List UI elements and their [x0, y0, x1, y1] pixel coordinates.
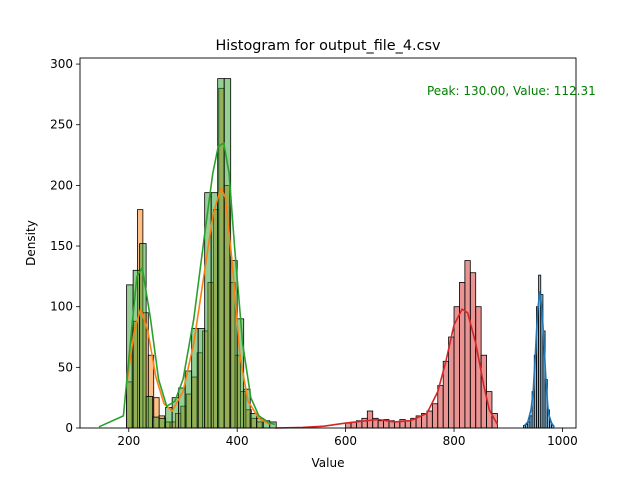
histogram-bar [158, 417, 167, 429]
kde-curves [98, 142, 555, 429]
histogram-bar [448, 336, 455, 429]
x-tick-label: 1000 [547, 434, 578, 448]
x-tick-label: 800 [443, 434, 466, 448]
histogram-bar [223, 78, 232, 429]
histogram-bar [459, 282, 466, 429]
peak-annotation: Peak: 130.00, Value: 112.31 [427, 84, 596, 98]
histogram-bar [145, 396, 154, 429]
histogram-bar [197, 328, 206, 429]
x-axis-ticks: 200 400 600 800 1000 [117, 428, 578, 448]
y-tick-label: 200 [50, 178, 73, 192]
histogram-bar [464, 260, 471, 429]
y-tick-label: 250 [50, 118, 73, 132]
histogram-bar [210, 192, 219, 429]
y-axis-label: Density [24, 220, 38, 266]
histogram-bar [132, 269, 141, 429]
y-tick-label: 150 [50, 239, 73, 253]
histogram-bar [377, 420, 384, 429]
y-tick-label: 0 [65, 421, 73, 435]
histogram-bar [249, 413, 258, 429]
x-axis-label: Value [312, 456, 345, 470]
x-tick-label: 200 [117, 434, 140, 448]
kde-curve-line [275, 308, 499, 429]
histogram-bar [437, 385, 444, 429]
kde-curve-line [125, 187, 271, 426]
x-tick-label: 600 [334, 434, 357, 448]
histogram-bar [191, 328, 199, 429]
histogram-bar [152, 416, 160, 429]
y-tick-label: 300 [50, 57, 73, 71]
histogram-bar [431, 403, 439, 429]
histogram-bar [469, 272, 477, 429]
histogram-bar [361, 417, 368, 429]
y-tick-label: 50 [58, 360, 73, 374]
chart-title: Histogram for output_file_4.csv [215, 38, 440, 54]
histogram-bar [217, 78, 225, 429]
histogram-bar [345, 422, 352, 429]
y-tick-label: 100 [50, 300, 73, 314]
plot-frame [79, 57, 577, 429]
histogram-bar [426, 410, 433, 429]
histogram-bar [394, 421, 401, 429]
kde-curve-line [98, 142, 276, 428]
x-tick-label: 400 [226, 434, 249, 448]
kde-curve-line [523, 291, 555, 428]
y-axis-ticks: 0 50 100 150 200 250 300 [50, 57, 80, 435]
